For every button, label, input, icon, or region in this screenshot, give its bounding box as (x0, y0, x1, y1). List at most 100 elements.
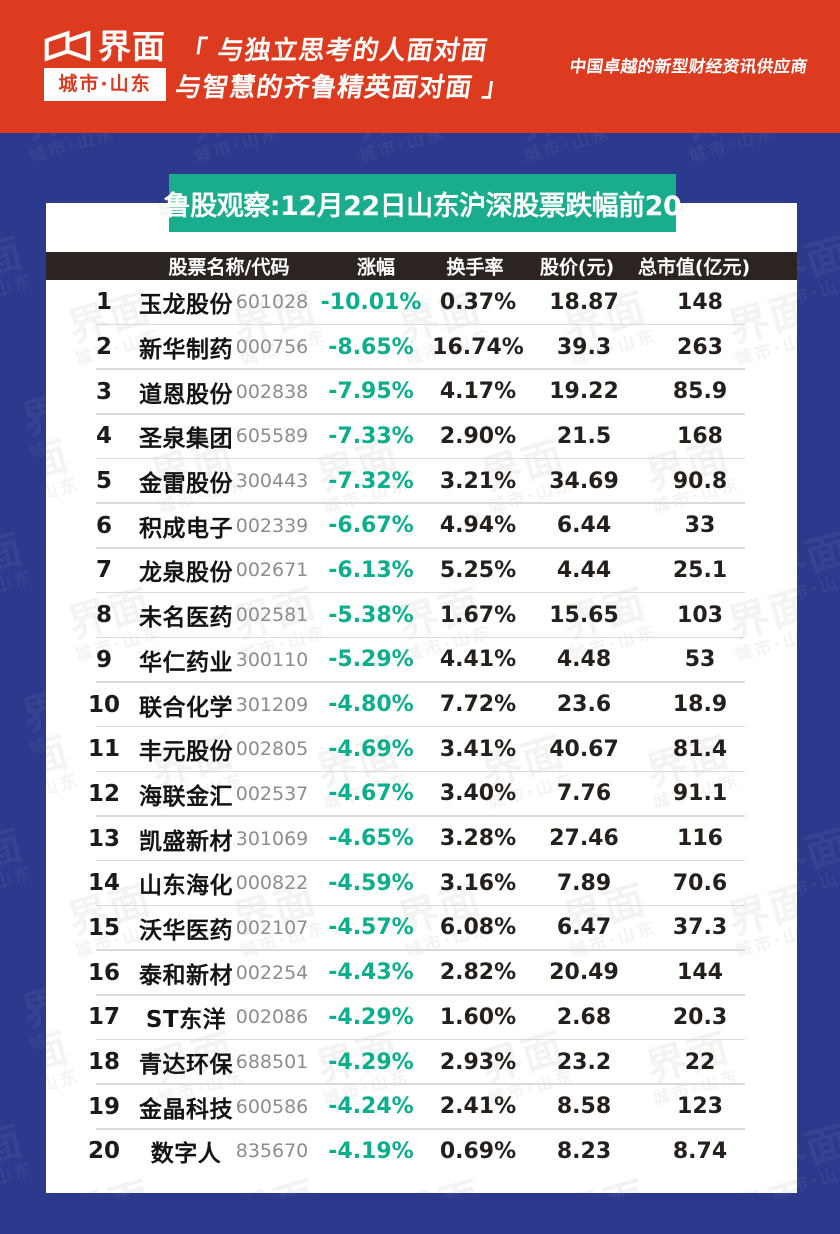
stock-name: 联合化学 (139, 694, 233, 721)
table-row: 12 海联金汇 002537 -4.67% 3.40% 7.76 91.1 (46, 770, 797, 817)
turnover-value: 3.28% (439, 826, 517, 852)
logo-text-main: 界面 (98, 26, 166, 66)
column-header-price: 股价(元) (539, 256, 615, 279)
stock-name: 青达环保 (139, 1052, 233, 1079)
table-row: 17 ST东洋 002086 -4.29% 1.60% 2.68 20.3 (46, 994, 797, 1040)
mcap-value: 144 (677, 960, 723, 986)
turnover-value: 7.72% (439, 692, 517, 718)
table-row: 18 青达环保 688501 -4.29% 2.93% 23.2 22 (46, 1038, 797, 1085)
table-row: 19 金晶科技 600586 -4.24% 2.41% 8.58 123 (46, 1083, 797, 1129)
mcap-value: 90.8 (672, 468, 728, 494)
change-value: -4.80% (328, 692, 414, 718)
stock-code: 300443 (235, 470, 309, 493)
table-row: 1 玉龙股份 601028 -10.01% 0.37% 18.87 148 (46, 280, 797, 325)
stock-code: 605589 (235, 425, 309, 448)
change-value: -4.69% (328, 736, 414, 762)
mcap-value: 33 (684, 513, 716, 539)
table-row: 13 凯盛新材 301069 -4.65% 3.28% 27.46 116 (46, 815, 797, 861)
price-value: 15.65 (549, 602, 619, 628)
watermark-tile: 界面城市·山东 (0, 229, 37, 316)
turnover-value: 5.25% (439, 557, 517, 583)
turnover-value: 2.41% (439, 1094, 517, 1120)
stock-name: 龙泉股份 (139, 560, 233, 587)
price-value: 4.48 (556, 647, 612, 673)
rank-cell: 3 (95, 378, 112, 405)
stock-name: ST东洋 (145, 1007, 227, 1034)
mcap-value: 148 (677, 289, 723, 315)
rank-cell: 7 (95, 557, 112, 584)
rank-cell: 5 (95, 468, 112, 495)
mcap-value: 103 (677, 602, 723, 628)
table-row: 3 道恩股份 002838 -7.95% 4.17% 19.22 85.9 (46, 368, 797, 414)
table-body: 1 玉龙股份 601028 -10.01% 0.37% 18.87 148 2 新华制药 0007… (46, 280, 797, 1174)
jiemian-logo-icon (44, 30, 91, 62)
turnover-value: 3.21% (439, 468, 517, 494)
stock-code: 000756 (235, 336, 309, 359)
stock-name: 沃华医药 (139, 917, 233, 944)
stock-code: 002339 (235, 514, 309, 537)
change-value: -4.59% (328, 870, 414, 896)
change-value: -7.33% (328, 423, 414, 449)
price-value: 34.69 (549, 468, 619, 494)
stock-name: 泰和新材 (139, 962, 233, 989)
mcap-value: 8.74 (672, 1138, 728, 1164)
stock-code: 002086 (235, 1006, 309, 1029)
price-value: 8.58 (556, 1094, 612, 1120)
table-row: 5 金雷股份 300443 -7.32% 3.21% 34.69 90.8 (46, 457, 797, 504)
banner-slogan-line1: 「 与独立思考的人面对面 (178, 36, 490, 66)
rank-cell: 18 (87, 1049, 120, 1076)
price-value: 4.44 (556, 557, 612, 583)
mcap-value: 263 (677, 334, 723, 360)
price-value: 21.5 (556, 423, 612, 449)
mcap-value: 91.1 (672, 781, 728, 807)
change-value: -4.29% (328, 1049, 414, 1075)
price-value: 18.87 (549, 289, 619, 315)
change-value: -4.43% (328, 960, 414, 986)
change-value: -10.01% (320, 289, 422, 315)
turnover-value: 4.94% (439, 513, 517, 539)
change-value: -4.29% (328, 1004, 414, 1030)
logo-sub-box: 城市·山东 (44, 68, 166, 101)
turnover-value: 0.37% (439, 289, 517, 315)
turnover-value: 3.16% (439, 870, 517, 896)
table-row: 6 积成电子 002339 -6.67% 4.94% 6.44 33 (46, 502, 797, 548)
price-value: 7.76 (556, 781, 612, 807)
rank-cell: 12 (87, 780, 120, 807)
stock-name: 积成电子 (139, 515, 233, 542)
mcap-value: 25.1 (672, 557, 728, 583)
mcap-value: 116 (677, 826, 723, 852)
rank-cell: 2 (95, 334, 112, 361)
rank-cell: 8 (95, 602, 112, 629)
logo-text-sub: 城市·山东 (58, 73, 152, 95)
column-header-mcap: 总市值(亿元) (637, 256, 751, 279)
turnover-value: 3.40% (439, 781, 517, 807)
table-row: 8 未名医药 002581 -5.38% 1.67% 15.65 103 (46, 591, 797, 638)
change-value: -4.24% (328, 1094, 414, 1120)
header-banner: 界面 城市·山东 「 与独立思考的人面对面 与智慧的齐鲁精英面对面 」 中国卓越… (0, 0, 840, 133)
rank-cell: 11 (87, 736, 120, 763)
rank-cell: 19 (87, 1093, 120, 1120)
change-value: -6.67% (328, 513, 414, 539)
rank-cell: 13 (87, 825, 120, 852)
stock-name: 丰元股份 (139, 739, 233, 766)
stock-code: 835670 (235, 1140, 309, 1163)
price-value: 39.3 (556, 334, 612, 360)
price-value: 2.68 (556, 1004, 612, 1030)
turnover-value: 4.41% (439, 647, 517, 673)
stock-code: 688501 (235, 1051, 309, 1074)
stock-code: 002537 (235, 782, 309, 805)
mcap-value: 70.6 (672, 870, 728, 896)
rank-cell: 20 (87, 1138, 120, 1165)
column-header-change: 涨幅 (356, 256, 396, 279)
watermark-tile: 界面城市·山东 (0, 821, 37, 908)
watermark-tile: 界面城市·山东 (0, 525, 37, 612)
change-value: -4.67% (328, 781, 414, 807)
price-value: 20.49 (549, 960, 619, 986)
table-row: 7 龙泉股份 002671 -6.13% 5.25% 4.44 25.1 (46, 547, 797, 593)
turnover-value: 2.82% (439, 960, 517, 986)
turnover-value: 2.93% (439, 1049, 517, 1075)
